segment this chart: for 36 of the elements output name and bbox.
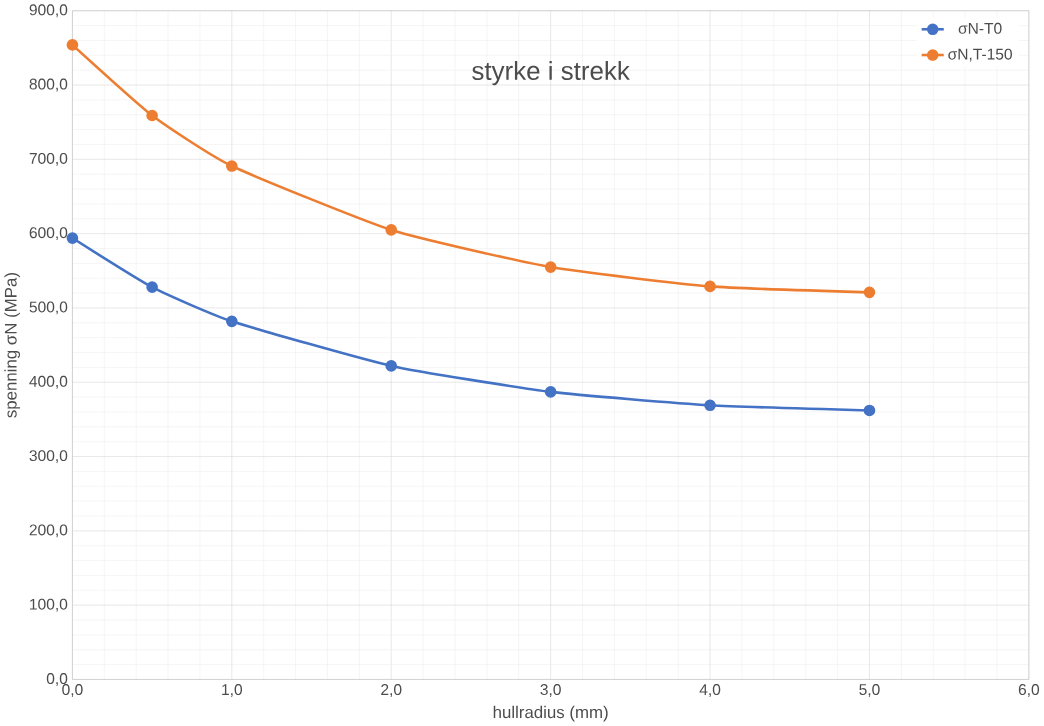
point: [226, 160, 238, 172]
point: [704, 399, 716, 412]
point: [66, 232, 79, 245]
y-tick-label: 0,0: [46, 673, 68, 686]
x-tick-label: 5,0: [859, 684, 880, 697]
point: [704, 280, 716, 293]
y-tick-label: 200,0: [29, 524, 68, 538]
point: [863, 286, 876, 299]
y-tick-label: 600,0: [29, 227, 68, 241]
legend-label: σN-T0: [958, 22, 1002, 34]
point: [544, 261, 557, 274]
y-tick-label: 400,0: [29, 375, 68, 389]
point: [226, 315, 238, 328]
point: [385, 360, 398, 372]
y-tick-label: 500,0: [29, 301, 68, 315]
y-axis-title: spenning σN (MPa): [4, 273, 21, 418]
point: [146, 109, 158, 122]
point: [544, 386, 557, 398]
point: [66, 39, 79, 51]
point: [863, 404, 876, 417]
y-tick-label: 300,0: [29, 450, 68, 464]
text: styrke i strekk: [472, 61, 630, 86]
point: [385, 224, 398, 236]
x-tick-label: 3,0: [540, 684, 561, 697]
point: [146, 281, 158, 294]
x-tick-label: 4,0: [699, 684, 721, 697]
y-tick-label: 100,0: [30, 598, 68, 612]
y-tick-label: 900,0: [29, 4, 68, 18]
legend-label: σN,T-150: [948, 48, 1012, 62]
x-axis-title: hullradius (mm): [493, 705, 608, 722]
x-tick-label: 2,0: [381, 684, 402, 697]
x-tick-label: 6,0: [1018, 684, 1040, 697]
y-tick-label: 800,0: [29, 78, 68, 92]
x-tick-label: 0,0: [62, 684, 83, 697]
y-tick-label: 700,0: [29, 153, 68, 166]
x-tick-label: 1,0: [222, 684, 243, 697]
